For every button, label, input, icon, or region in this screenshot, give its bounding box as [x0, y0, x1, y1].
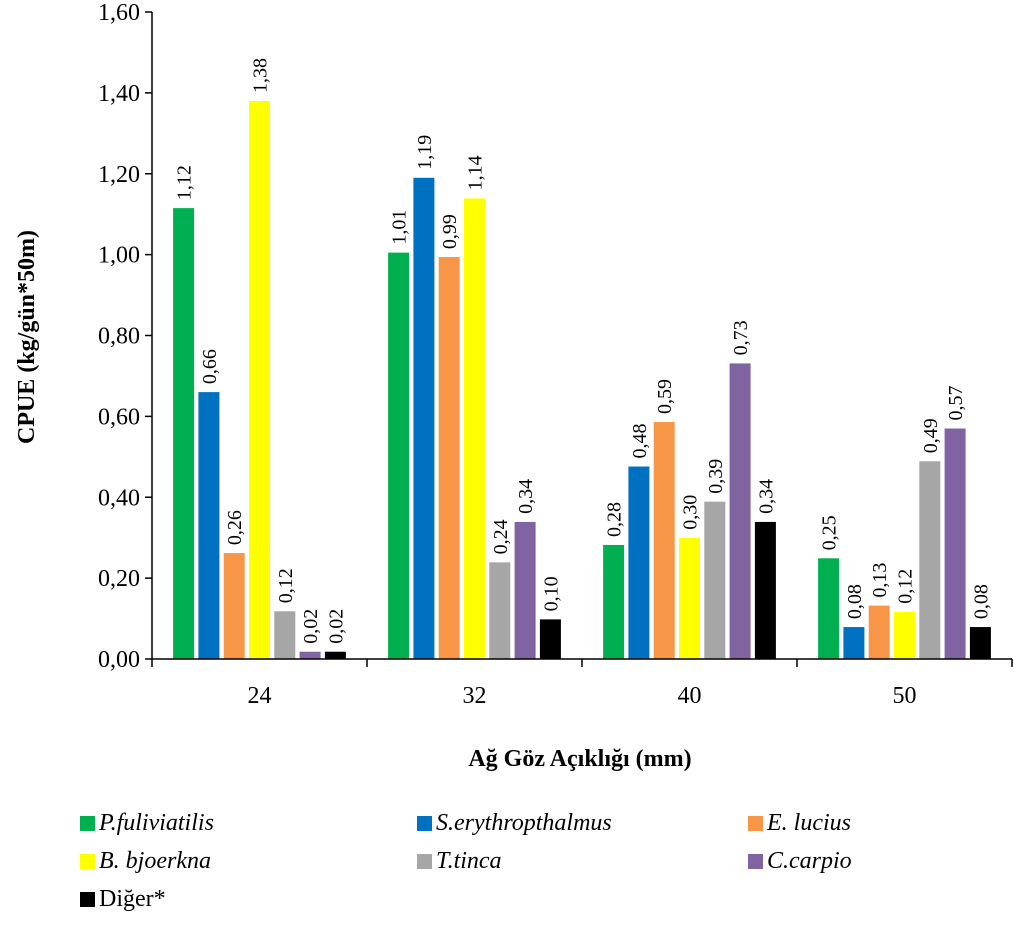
legend-swatch: [417, 854, 432, 869]
bar: [539, 619, 561, 659]
bar: [843, 627, 865, 659]
bar: [324, 651, 346, 659]
data-label: 1,14: [465, 155, 487, 190]
legend-label: E. lucius: [767, 810, 851, 836]
bar: [894, 611, 915, 659]
bar: [464, 198, 485, 659]
data-label: 0,73: [730, 320, 752, 355]
bar: [274, 611, 296, 659]
data-label: 0,08: [844, 584, 866, 619]
bar: [299, 651, 321, 659]
data-label: 0,10: [540, 576, 562, 611]
data-label: 0,08: [970, 584, 992, 619]
x-tick-label: 24: [248, 683, 272, 709]
legend-label: C.carpio: [767, 848, 852, 874]
bar: [653, 422, 675, 659]
data-label: 0,99: [439, 214, 461, 249]
bars-group: 1,120,660,261,380,120,02 0,021,011,190,99…: [173, 58, 992, 659]
legend-label: B. bjoerkna: [99, 848, 211, 874]
legend-label: S.erythropthalmus: [436, 810, 612, 836]
bar: [754, 521, 776, 659]
legend-label: Diğer*: [99, 886, 166, 912]
legend-item: Diğer*: [80, 886, 166, 913]
legend-item: S.erythropthalmus: [417, 810, 612, 837]
y-tick-label: 0,40: [98, 485, 140, 511]
y-tick-label: 1,60: [98, 0, 140, 26]
data-label: 0,02: [300, 609, 322, 644]
bar: [413, 177, 435, 659]
data-label: 0,28: [604, 502, 626, 537]
x-tick-label: 50: [893, 683, 917, 709]
bar: [173, 208, 195, 659]
y-tick-label: 1,20: [98, 162, 140, 188]
data-label: 0,13: [869, 563, 891, 598]
x-tick-label: 32: [463, 683, 487, 709]
legend-swatch: [80, 854, 95, 869]
bar: [729, 363, 751, 659]
x-axis-title: Ağ Göz Açıklığı (mm): [468, 746, 691, 772]
legend-label: P.fuliviatilis: [99, 810, 214, 836]
bar: [489, 562, 511, 659]
legend-swatch: [748, 816, 763, 831]
legend-item: B. bjoerkna: [80, 848, 211, 875]
bar: [679, 537, 700, 659]
bar: [868, 605, 890, 659]
legend-label: T.tinca: [436, 848, 502, 874]
bar: [514, 521, 536, 659]
data-label: 0,34: [755, 479, 777, 514]
legend-swatch: [417, 816, 432, 831]
bar: [223, 553, 245, 659]
data-label: 0,48: [629, 424, 651, 459]
bar: [249, 100, 270, 659]
data-label: 0,12: [275, 568, 297, 603]
legend-swatch: [80, 892, 95, 907]
legend-swatch: [80, 816, 95, 831]
bar: [818, 558, 840, 659]
data-label: 1,01: [389, 210, 411, 245]
axes-group: 0,00 0,20 0,40 0,60 0,80 1,00 1,20 1,40 1,60 24 32…: [98, 0, 1013, 709]
legend-item: C.carpio: [748, 848, 852, 875]
y-tick-label: 0,20: [98, 566, 140, 592]
data-label: 0,39: [705, 459, 727, 494]
data-label: 1,12: [174, 165, 196, 200]
y-tick-label: 0,60: [98, 404, 140, 430]
data-label: 0,12: [895, 569, 917, 604]
data-label: 0,02: [325, 609, 347, 644]
data-label: 0,26: [224, 510, 246, 545]
bar: [198, 392, 220, 659]
data-label: 0,25: [819, 515, 841, 550]
data-label: 0,66: [199, 349, 221, 384]
bar: [438, 257, 460, 659]
y-tick-label: 1,00: [98, 243, 140, 269]
legend-item: P.fuliviatilis: [80, 810, 214, 837]
bar: [969, 627, 991, 659]
bar: [704, 501, 726, 659]
data-label: 0,57: [945, 386, 967, 421]
chart: 1,120,660,261,380,120,02 0,021,011,190,99…: [14, 0, 1013, 772]
bar: [919, 461, 941, 659]
data-label: 0,49: [920, 418, 942, 453]
legend-swatch: [748, 854, 763, 869]
y-tick-label: 0,00: [98, 647, 140, 673]
y-tick-label: 1,40: [98, 81, 140, 107]
data-label: 0,30: [680, 495, 702, 530]
bar: [388, 252, 410, 659]
data-label: 1,19: [414, 135, 436, 170]
y-axis-title: CPUE (kg/gün*50m): [14, 230, 40, 444]
y-tick-label: 0,80: [98, 324, 140, 350]
data-label: 1,38: [250, 58, 272, 93]
bar: [944, 428, 966, 659]
legend-item: E. lucius: [748, 810, 851, 837]
data-label: 0,59: [654, 379, 676, 414]
bar: [603, 544, 625, 659]
x-tick-label: 40: [678, 683, 702, 709]
bar: [628, 466, 650, 659]
data-label: 0,34: [515, 479, 537, 514]
legend-item: T.tinca: [417, 848, 502, 875]
data-label: 0,24: [490, 519, 512, 554]
